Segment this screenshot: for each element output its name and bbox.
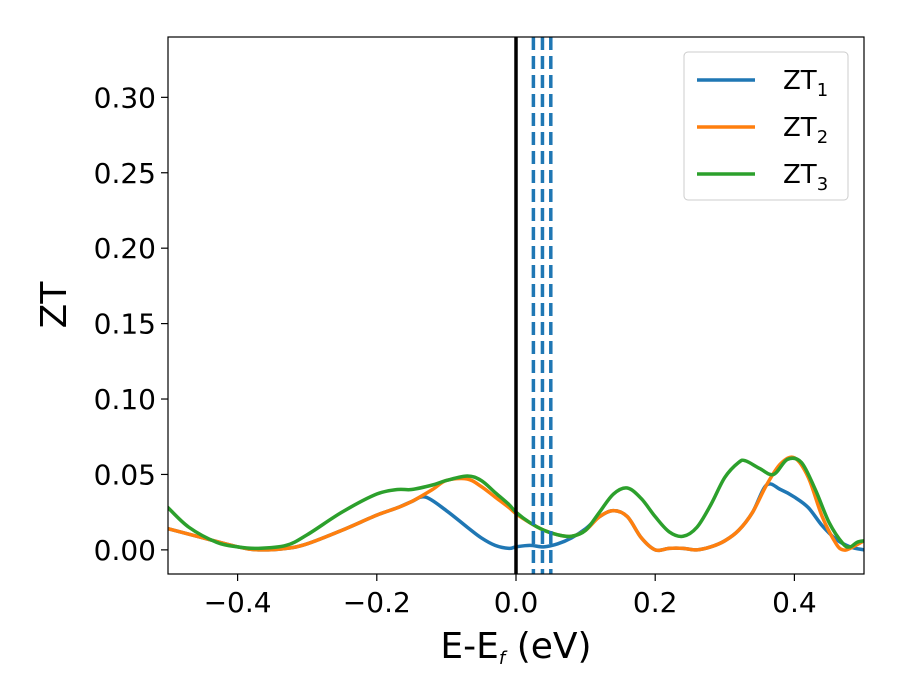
legend-box xyxy=(683,51,849,201)
y-tick-label: 0.30 xyxy=(94,81,156,114)
y-axis-title: ZT xyxy=(34,281,75,329)
legend-items: ZT1 ZT2 ZT3 xyxy=(697,66,828,195)
x-tick-label: 0.0 xyxy=(494,586,539,619)
plot-content xyxy=(168,37,864,574)
x-tick-label: −0.2 xyxy=(343,586,411,619)
y-tick-label: 0.15 xyxy=(94,308,156,341)
y-tick-label: 0.20 xyxy=(94,232,156,265)
x-axis-ticks: −0.4 −0.2 0.0 0.2 0.4 xyxy=(204,574,817,619)
legend-label-zt2: ZT2 xyxy=(783,113,828,148)
legend-label-zt3: ZT3 xyxy=(783,160,828,195)
y-tick-label: 0.10 xyxy=(94,383,156,416)
x-axis-title-subscript: f xyxy=(499,648,508,669)
y-tick-label: 0.25 xyxy=(94,157,156,190)
x-tick-label: 0.4 xyxy=(772,586,817,619)
legend-label-zt1: ZT1 xyxy=(783,66,828,101)
x-axis-title-unit: (eV) xyxy=(505,626,591,667)
y-tick-label: 0.05 xyxy=(94,458,156,491)
y-tick-label: 0.00 xyxy=(94,534,156,567)
x-tick-label: 0.2 xyxy=(633,586,678,619)
x-tick-label: −0.4 xyxy=(204,586,272,619)
x-axis-title: E-Ef (eV) xyxy=(440,626,591,669)
series-line-zt3 xyxy=(168,456,864,551)
y-axis-ticks: 0.00 0.05 0.10 0.15 0.20 0.25 0.30 xyxy=(94,81,168,567)
legend: ZT1 ZT2 ZT3 xyxy=(683,51,849,201)
x-axis-title-base: E-E xyxy=(440,626,498,667)
